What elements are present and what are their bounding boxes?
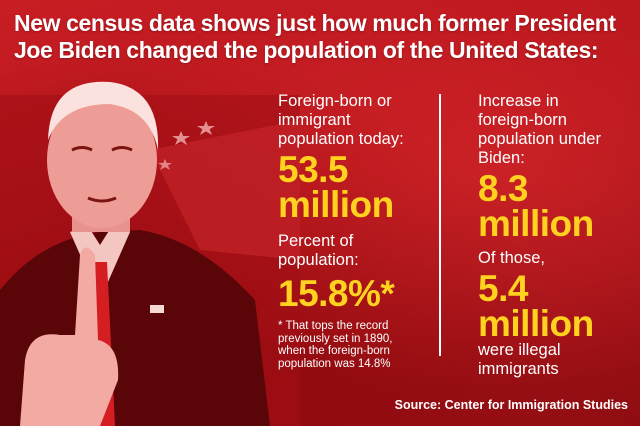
- illegal-immigrants-label: were illegal immigrants: [478, 341, 561, 378]
- increase-label: Increase in foreign-born population unde…: [478, 92, 601, 167]
- headline-line-2: Joe Biden changed the population of the …: [14, 37, 599, 63]
- headline: New census data shows just how much form…: [14, 10, 626, 64]
- foreign-born-label: Foreign-born or immigrant population tod…: [278, 92, 404, 148]
- illegal-value: 5.4 million: [478, 268, 594, 344]
- left-stats-column: Foreign-born or immigrant population tod…: [278, 92, 438, 370]
- percent-value: 15.8%*: [278, 273, 395, 314]
- source-credit: Source: Center for Immigration Studies: [394, 398, 628, 412]
- percent-label: Percent of population:: [278, 232, 359, 269]
- biden-photo: [0, 81, 300, 426]
- foreign-born-value: 53.5 million: [278, 149, 394, 225]
- right-stats-column: Increase in foreign-born population unde…: [478, 92, 633, 379]
- increase-value: 8.3 million: [478, 168, 594, 244]
- of-those-label: Of those,: [478, 249, 545, 267]
- record-footnote: * That tops the record previously set in…: [278, 320, 393, 370]
- column-divider: [439, 94, 441, 356]
- headline-line-1: New census data shows just how much form…: [14, 10, 616, 36]
